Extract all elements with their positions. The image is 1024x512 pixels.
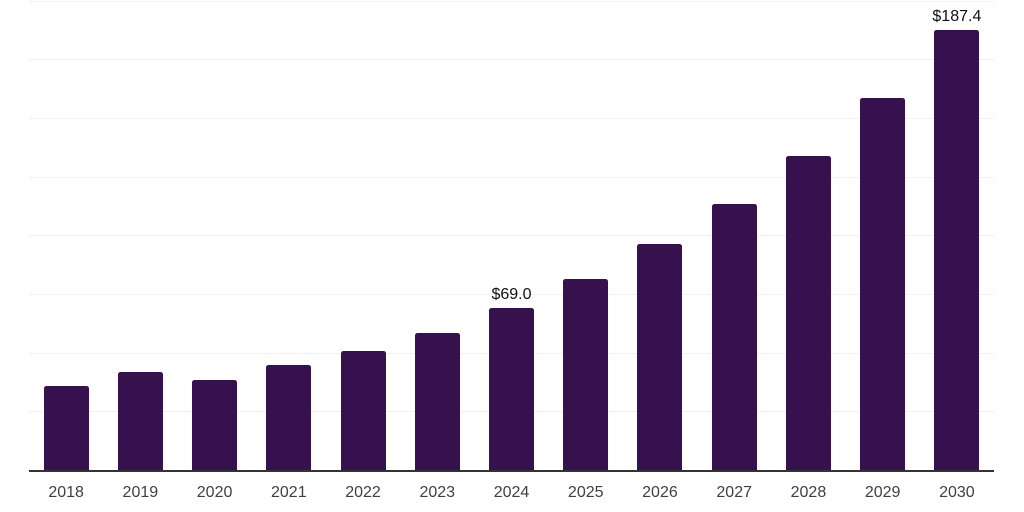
x-tick-label-2019: 2019 — [122, 484, 159, 501]
x-tick-label-2026: 2026 — [642, 484, 678, 501]
bar-2027 — [711, 204, 757, 470]
x-tick-label-2024: 2024 — [493, 484, 530, 501]
x-tick-label-2027: 2027 — [716, 484, 752, 501]
plot-area: 2018 2019 2020 2021 2022 2023 2024 2025 2026 2027… — [29, 0, 994, 501]
x-axis-line — [29, 470, 994, 472]
x-tick-label-2025: 2025 — [567, 484, 604, 501]
x-tick-label-2021: 2021 — [271, 484, 307, 501]
bar-2022 — [340, 350, 386, 470]
bar-2028 — [785, 156, 831, 470]
bar-2029 — [860, 98, 906, 470]
x-tick-label-2030: 2030 — [939, 484, 975, 501]
bar-2026 — [637, 244, 683, 470]
bar-2018 — [43, 386, 89, 470]
bar-2019 — [117, 372, 163, 470]
x-tick-label-2029: 2029 — [864, 484, 901, 501]
x-tick-label-2023: 2023 — [419, 484, 456, 501]
gridline-75 — [29, 293, 994, 295]
market-size-bar-chart: 2018 2019 2020 2021 2022 2023 2024 2025 2026 2027… — [29, 0, 994, 512]
gridline-100 — [29, 235, 994, 237]
bar-2030 — [934, 30, 980, 470]
data-label-2030: $187.4 — [932, 8, 982, 26]
gridline-150 — [29, 117, 994, 119]
gridline-200 — [29, 0, 994, 2]
x-tick-label-2022: 2022 — [345, 484, 381, 501]
x-tick-label-2028: 2028 — [790, 484, 827, 501]
gridline-125 — [29, 176, 994, 178]
gridline-175 — [29, 59, 994, 61]
bar-2023 — [414, 332, 460, 470]
x-tick-label-2020: 2020 — [196, 484, 233, 501]
data-label-2024: $69.0 — [491, 286, 532, 304]
bar-2025 — [563, 278, 609, 470]
bar-2020 — [192, 380, 238, 470]
bar-2024 — [489, 308, 534, 470]
x-tick-label-2018: 2018 — [48, 484, 84, 501]
bar-2021 — [266, 365, 312, 470]
